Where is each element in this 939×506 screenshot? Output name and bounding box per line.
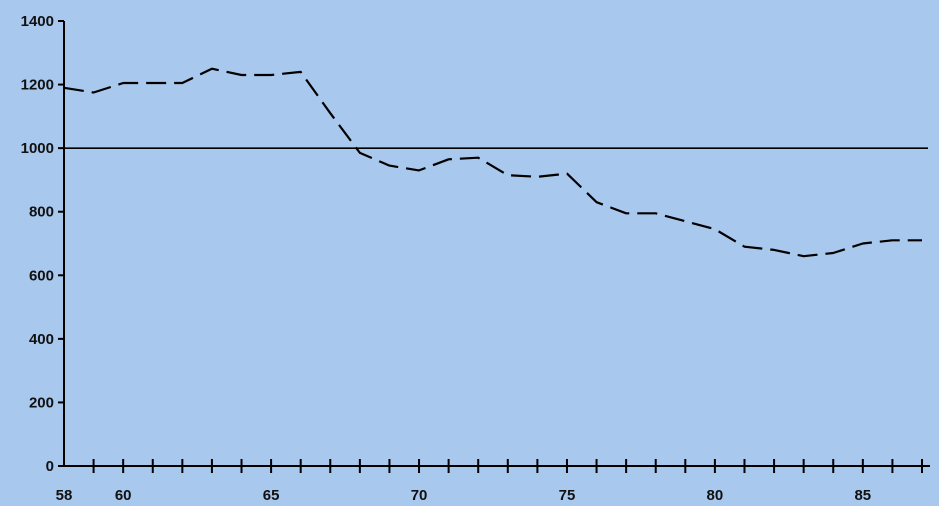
y-tick-label-1400: 1400 [21,13,54,30]
series-group [63,67,922,258]
series-line-0 [63,67,922,258]
x-tick-label-65: 65 [263,487,280,504]
y-tick-label-400: 400 [29,331,54,348]
x-ticks: 58 60 65 70 75 80 85 [56,459,923,504]
x-tick-label-58: 58 [56,487,73,504]
axes [63,21,930,467]
y-tick-label-0: 0 [46,458,54,475]
x-tick-label-85: 85 [854,487,871,504]
x-tick-label-80: 80 [707,487,724,504]
x-tick-label-60: 60 [115,487,132,504]
x-tick-label-75: 75 [559,487,576,504]
y-tick-label-200: 200 [29,394,54,411]
y-tick-label-1200: 1200 [21,77,54,94]
y-tick-label-1000: 1000 [21,140,54,157]
y-tick-label-600: 600 [29,267,54,284]
y-tick-label-800: 800 [29,204,54,221]
y-ticks: 0 200 400 600 800 1000 1200 1400 [21,13,64,475]
x-tick-label-70: 70 [411,487,428,504]
